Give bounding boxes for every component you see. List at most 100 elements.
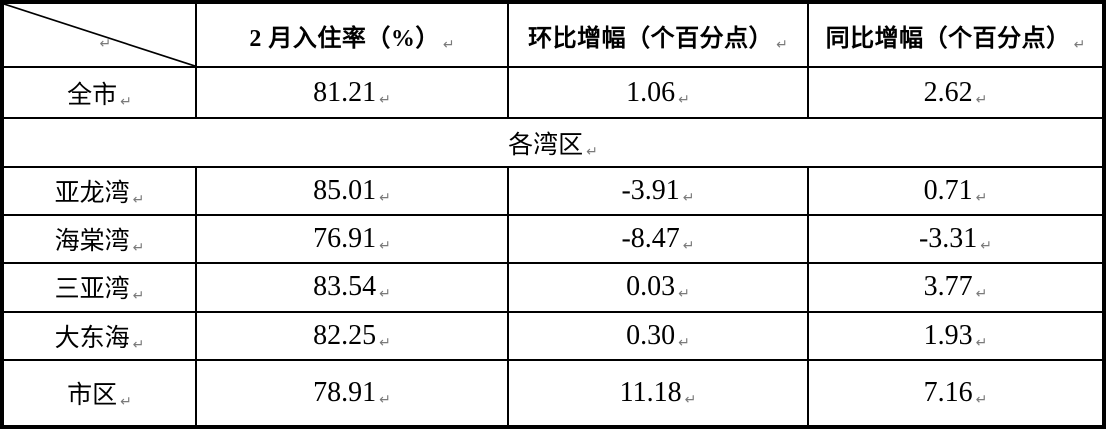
- cell-mom-growth[interactable]: -3.91 ↵: [507, 165, 809, 216]
- occupancy-value: 81.21: [313, 76, 377, 108]
- cell-yoy-growth[interactable]: 0.71 ↵: [807, 165, 1105, 216]
- cell-mom-growth[interactable]: 11.18 ↵: [507, 358, 809, 429]
- return-mark: ↵: [678, 286, 690, 303]
- cell-mom-growth[interactable]: 0.03 ↵: [507, 262, 809, 313]
- cell-label[interactable]: 市区 ↵: [1, 358, 197, 429]
- cell-occupancy[interactable]: 82.25 ↵: [195, 310, 509, 361]
- row-end-mark: [1102, 329, 1106, 338]
- return-mark: ↵: [975, 91, 988, 108]
- yoy-growth-value: 3.77: [923, 271, 973, 303]
- return-mark: ↵: [379, 238, 391, 255]
- cell-mom-growth[interactable]: 1.06 ↵: [507, 66, 809, 120]
- row-yalong-bay: 亚龙湾 ↵ 85.01 ↵ -3.91 ↵ 0.71 ↵: [1, 165, 1105, 216]
- cell-yoy-growth[interactable]: 3.77 ↵: [807, 262, 1105, 313]
- return-mark: ↵: [132, 288, 145, 305]
- return-mark: ↵: [120, 393, 132, 410]
- row-end-mark: [1102, 82, 1106, 91]
- header-row: ↵ 2 月入住率（%） ↵ 环比增幅（个百分点） ↵ 同比增幅（个百分点） ↵: [1, 0, 1105, 69]
- mom-growth-value: -8.47: [621, 223, 680, 255]
- occupancy-value: 83.54: [313, 271, 377, 303]
- return-mark: ↵: [120, 93, 132, 110]
- return-mark: ↵: [678, 334, 690, 351]
- return-mark: ↵: [975, 286, 988, 303]
- return-mark: ↵: [975, 391, 988, 408]
- yoy-growth-value: 2.62: [923, 76, 973, 108]
- cell-occupancy[interactable]: 85.01 ↵: [195, 165, 509, 216]
- yoy-growth-value: 7.16: [923, 376, 973, 408]
- row-label: 全市: [67, 81, 118, 109]
- section-label: 各湾区: [508, 131, 584, 159]
- occupancy-value: 82.25: [313, 319, 377, 351]
- cell-occupancy[interactable]: 78.91 ↵: [195, 358, 509, 429]
- cell-yoy-growth[interactable]: 7.16 ↵: [807, 358, 1105, 429]
- row-label: 亚龙湾: [54, 179, 130, 207]
- mom-growth-value: -3.91: [621, 174, 680, 206]
- return-mark: ↵: [379, 189, 391, 206]
- yoy-growth-value: 0.71: [923, 174, 973, 206]
- return-mark: ↵: [132, 191, 145, 208]
- cell-yoy-growth[interactable]: -3.31 ↵: [807, 213, 1105, 265]
- cell-label[interactable]: 三亚湾 ↵: [1, 262, 197, 313]
- header-corner-cell[interactable]: ↵: [1, 0, 197, 69]
- header-yoy-growth-label: 同比增幅（个百分点）: [825, 25, 1071, 52]
- row-haitang-bay: 海棠湾 ↵ 76.91 ↵ -8.47 ↵ -3.31 ↵: [1, 213, 1105, 265]
- yoy-growth-value: 1.93: [923, 319, 973, 351]
- header-mom-growth-cell[interactable]: 环比增幅（个百分点） ↵: [507, 0, 809, 69]
- return-mark: ↵: [442, 36, 455, 53]
- cell-occupancy[interactable]: 81.21 ↵: [195, 66, 509, 120]
- return-mark: ↵: [684, 391, 697, 408]
- cell-yoy-growth[interactable]: 2.62 ↵: [807, 66, 1105, 120]
- mom-growth-value: 0.03: [626, 271, 676, 303]
- row-end-mark: [1102, 136, 1106, 145]
- diagonal-divider-line: [4, 4, 194, 66]
- cell-yoy-growth[interactable]: 1.93 ↵: [807, 310, 1105, 361]
- mom-growth-value: 11.18: [619, 376, 682, 408]
- section-header-cell[interactable]: 各湾区 ↵: [1, 117, 1105, 168]
- cell-occupancy[interactable]: 83.54 ↵: [195, 262, 509, 313]
- header-yoy-growth-cell[interactable]: 同比增幅（个百分点） ↵: [807, 0, 1105, 69]
- header-mom-growth-label: 环比增幅（个百分点）: [528, 25, 774, 52]
- cell-occupancy[interactable]: 76.91 ↵: [195, 213, 509, 265]
- mom-growth-value: 0.30: [626, 319, 676, 351]
- return-mark: ↵: [379, 91, 391, 108]
- return-mark: ↵: [980, 238, 993, 255]
- row-label: 市区: [67, 381, 118, 409]
- occupancy-value: 76.91: [313, 223, 377, 255]
- row-citywide: 全市 ↵ 81.21 ↵ 1.06 ↵ 2.62 ↵: [1, 66, 1105, 120]
- occupancy-value: 78.91: [313, 376, 377, 408]
- row-label: 大东海: [54, 324, 130, 352]
- row-end-mark: [1102, 280, 1106, 289]
- row-label: 三亚湾: [54, 276, 130, 304]
- return-mark: ↵: [379, 334, 391, 351]
- row-label: 海棠湾: [54, 228, 130, 256]
- cell-label[interactable]: 亚龙湾 ↵: [1, 165, 197, 216]
- cell-mom-growth[interactable]: -8.47 ↵: [507, 213, 809, 265]
- cell-label[interactable]: 全市 ↵: [1, 66, 197, 120]
- row-end-mark: [1102, 184, 1106, 193]
- cell-label[interactable]: 海棠湾 ↵: [1, 213, 197, 265]
- occupancy-value: 85.01: [313, 174, 377, 206]
- return-mark: ↵: [682, 189, 695, 206]
- header-occupancy-label: 2 月入住率（%）: [249, 25, 440, 52]
- row-end-mark: [1102, 20, 1106, 29]
- return-mark: ↵: [1073, 36, 1086, 53]
- cell-mom-growth[interactable]: 0.30 ↵: [507, 310, 809, 361]
- section-row-bays: 各湾区 ↵: [1, 117, 1105, 168]
- row-dadonghai: 大东海 ↵ 82.25 ↵ 0.30 ↵ 1.93 ↵: [1, 310, 1105, 361]
- return-mark: ↵: [586, 143, 598, 160]
- return-mark: ↵: [682, 238, 695, 255]
- mom-growth-value: 1.06: [626, 76, 676, 108]
- header-occupancy-cell[interactable]: 2 月入住率（%） ↵: [195, 0, 509, 69]
- return-mark: ↵: [132, 336, 145, 353]
- cell-label[interactable]: 大东海 ↵: [1, 310, 197, 361]
- return-mark: ↵: [379, 286, 391, 303]
- return-mark: ↵: [132, 240, 145, 257]
- return-mark: ↵: [975, 189, 988, 206]
- row-urban-district: 市区 ↵ 78.91 ↵ 11.18 ↵ 7.16 ↵: [1, 358, 1105, 429]
- return-mark: ↵: [776, 36, 788, 53]
- yoy-growth-value: -3.31: [918, 223, 978, 255]
- row-end-mark: [1102, 232, 1106, 241]
- return-mark: ↵: [379, 391, 391, 408]
